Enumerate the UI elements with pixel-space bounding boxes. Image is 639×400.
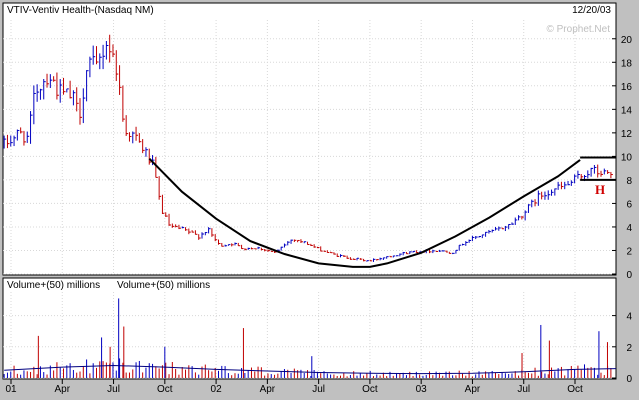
watermark: © Prophet.Net — [546, 24, 610, 35]
volume-average-line — [4, 364, 617, 375]
chart-date: 12/20/03 — [572, 5, 611, 16]
price-y-tick-label: 20 — [621, 35, 633, 46]
price-y-tick-label: 10 — [621, 152, 633, 163]
price-y-tick-label: 6 — [626, 199, 632, 210]
chart-title: VTIV-Ventiv Health-(Nasdaq NM) — [7, 5, 154, 16]
price-y-tick-label: 2 — [626, 246, 632, 257]
x-axis-tick-label: Apr — [54, 384, 70, 395]
volume-y-tick-label: 2 — [626, 343, 632, 354]
handle-annotation: H — [595, 182, 605, 197]
x-axis-tick-label: Apr — [465, 384, 481, 395]
x-axis-tick-label: 02 — [211, 384, 223, 395]
x-axis-tick-label: Oct — [567, 384, 583, 395]
x-axis-tick-label: 01 — [5, 384, 17, 395]
volume-grid — [3, 292, 612, 379]
volume-label-b: Volume+(50) millions — [117, 280, 210, 291]
price-y-tick-label: 16 — [621, 82, 633, 93]
x-axis-tick-label: Jul — [517, 384, 530, 395]
volume-label-a: Volume+(50) millions — [7, 280, 100, 291]
price-y-tick-label: 18 — [621, 58, 633, 69]
x-axis-tick-label: Jul — [312, 384, 325, 395]
volume-y-axis: 0 2 4 — [612, 312, 632, 385]
volume-y-tick-label: 0 — [626, 374, 632, 385]
handle-trendlines — [580, 156, 617, 181]
price-y-tick-label: 8 — [626, 176, 632, 187]
x-axis-tick-label: Apr — [260, 384, 276, 395]
cup-trendline — [148, 157, 581, 268]
price-y-tick-label: 4 — [626, 223, 632, 234]
price-y-axis: 0 2 4 6 8 10 12 14 16 18 20 — [612, 35, 632, 281]
volume-panel — [2, 277, 617, 380]
price-y-tick-label: 12 — [621, 129, 633, 140]
x-axis: 01 Apr Jul Oct 02 Apr Jul Oct 03 Apr Jul Oct — [5, 379, 583, 395]
x-axis-tick-label: 03 — [416, 384, 428, 395]
x-axis-tick-label: Oct — [157, 384, 173, 395]
price-y-tick-label: 14 — [621, 105, 633, 116]
price-y-tick-label: 0 — [626, 270, 632, 281]
volume-y-tick-label: 4 — [626, 312, 632, 323]
x-axis-tick-label: Jul — [107, 384, 120, 395]
volume-bars — [3, 298, 612, 378]
x-axis-tick-label: Oct — [362, 384, 378, 395]
price-panel — [2, 2, 617, 276]
price-bars — [3, 34, 613, 262]
